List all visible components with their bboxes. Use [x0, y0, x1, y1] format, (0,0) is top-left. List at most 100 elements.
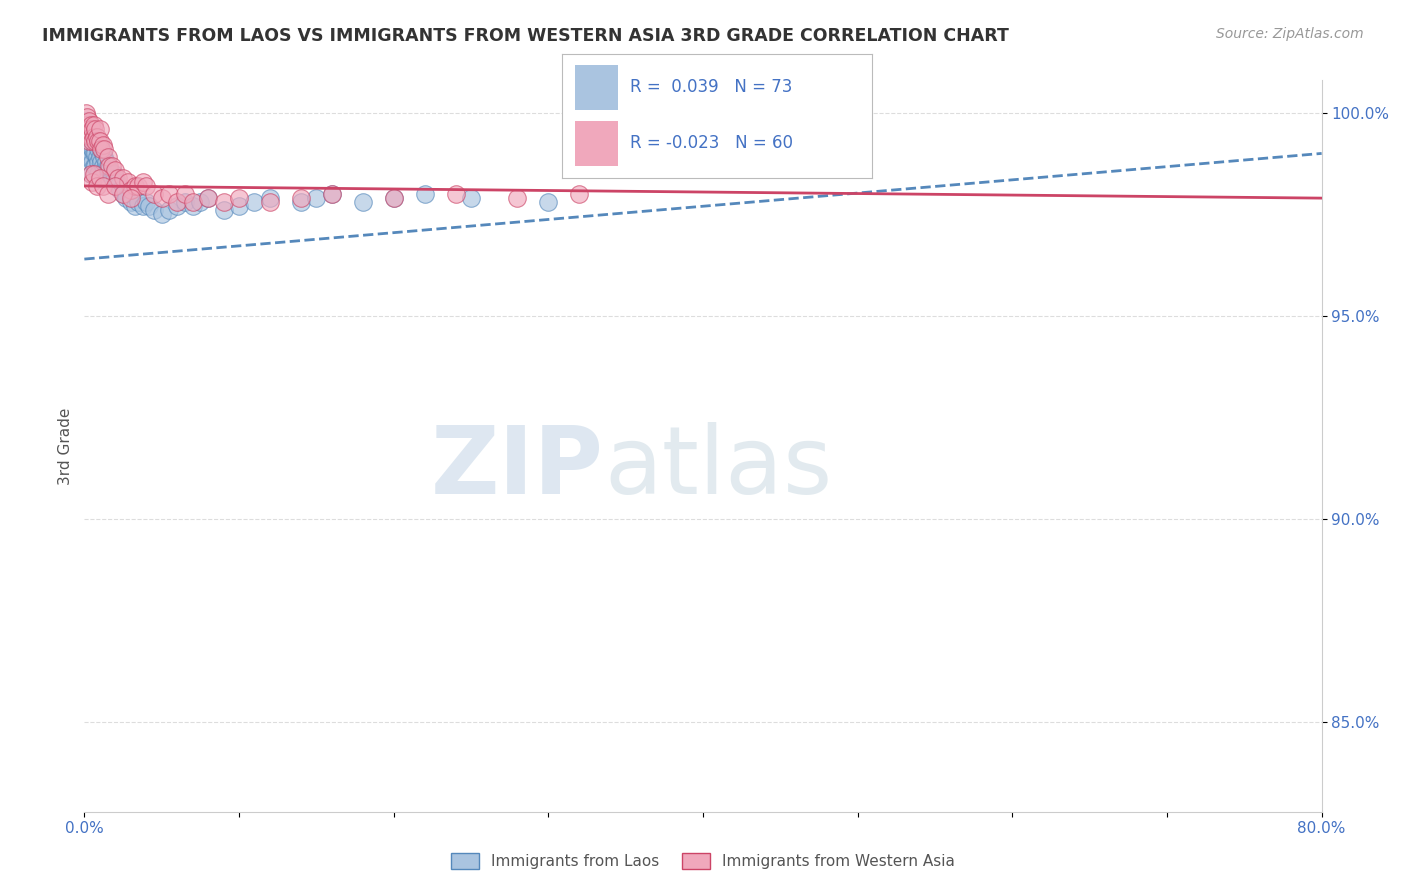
Point — [79, 151, 101, 165]
Point — [82, 175, 104, 189]
Point — [82, 122, 104, 136]
Point — [75, 138, 97, 153]
Point — [77, 122, 100, 136]
Point — [79, 167, 101, 181]
Point — [96, 187, 118, 202]
Point — [93, 142, 115, 156]
Point — [132, 199, 155, 213]
Point — [105, 175, 128, 189]
Text: IMMIGRANTS FROM LAOS VS IMMIGRANTS FROM WESTERN ASIA 3RD GRADE CORRELATION CHART: IMMIGRANTS FROM LAOS VS IMMIGRANTS FROM … — [42, 27, 1010, 45]
Point — [150, 191, 173, 205]
Point — [259, 195, 281, 210]
Point — [84, 159, 107, 173]
Point — [77, 151, 100, 165]
Point — [94, 154, 117, 169]
Point — [77, 134, 100, 148]
Point — [174, 187, 197, 202]
Point — [84, 134, 107, 148]
Point — [98, 162, 121, 177]
Point — [107, 170, 129, 185]
Point — [259, 191, 281, 205]
Point — [79, 118, 101, 132]
Point — [83, 146, 105, 161]
Point — [197, 191, 219, 205]
Point — [100, 167, 122, 181]
Point — [84, 134, 107, 148]
Point — [228, 191, 250, 205]
Point — [76, 142, 98, 156]
Point — [321, 187, 343, 202]
Point — [91, 178, 114, 193]
Point — [228, 199, 250, 213]
Point — [120, 191, 142, 205]
Point — [166, 195, 188, 210]
Point — [120, 183, 142, 197]
Point — [84, 122, 107, 136]
Point — [83, 130, 105, 145]
Point — [104, 162, 127, 177]
Point — [82, 142, 104, 156]
Point — [305, 191, 328, 205]
Point — [90, 142, 112, 156]
Point — [143, 187, 166, 202]
Point — [91, 146, 114, 161]
Point — [212, 195, 235, 210]
Point — [77, 122, 100, 136]
Point — [93, 162, 115, 177]
Point — [90, 154, 112, 169]
Point — [159, 203, 180, 218]
Point — [321, 187, 343, 202]
Point — [124, 178, 146, 193]
Point — [107, 178, 129, 193]
Point — [101, 170, 124, 185]
Point — [75, 114, 97, 128]
Point — [76, 122, 98, 136]
Point — [83, 159, 105, 173]
Point — [83, 118, 105, 132]
Point — [79, 138, 101, 153]
Point — [98, 159, 121, 173]
Point — [86, 130, 108, 145]
Point — [138, 199, 160, 213]
Point — [537, 195, 560, 210]
Point — [104, 178, 127, 193]
Point — [86, 138, 108, 153]
Bar — [575, 65, 619, 110]
Point — [84, 146, 107, 161]
Point — [76, 110, 98, 124]
Point — [79, 126, 101, 140]
Point — [82, 154, 104, 169]
Point — [83, 167, 105, 181]
Point — [124, 199, 146, 213]
Point — [117, 175, 139, 189]
Point — [127, 195, 149, 210]
Point — [86, 151, 108, 165]
Point — [506, 191, 529, 205]
Point — [103, 167, 125, 181]
Point — [120, 195, 142, 210]
Point — [127, 178, 149, 193]
Text: Source: ZipAtlas.com: Source: ZipAtlas.com — [1216, 27, 1364, 41]
Point — [460, 191, 482, 205]
Point — [89, 138, 111, 153]
Point — [159, 187, 180, 202]
Point — [104, 170, 127, 185]
Point — [77, 114, 100, 128]
Point — [132, 175, 155, 189]
Point — [86, 178, 108, 193]
Point — [93, 151, 115, 165]
Point — [197, 191, 219, 205]
Point — [212, 203, 235, 218]
Point — [143, 203, 166, 218]
Point — [112, 187, 135, 202]
Point — [87, 167, 110, 181]
Point — [82, 134, 104, 148]
Point — [89, 170, 111, 185]
Point — [89, 151, 111, 165]
Point — [91, 159, 114, 173]
Point — [413, 187, 436, 202]
Point — [150, 207, 173, 221]
Point — [382, 191, 405, 205]
Point — [290, 191, 312, 205]
Point — [75, 118, 97, 132]
